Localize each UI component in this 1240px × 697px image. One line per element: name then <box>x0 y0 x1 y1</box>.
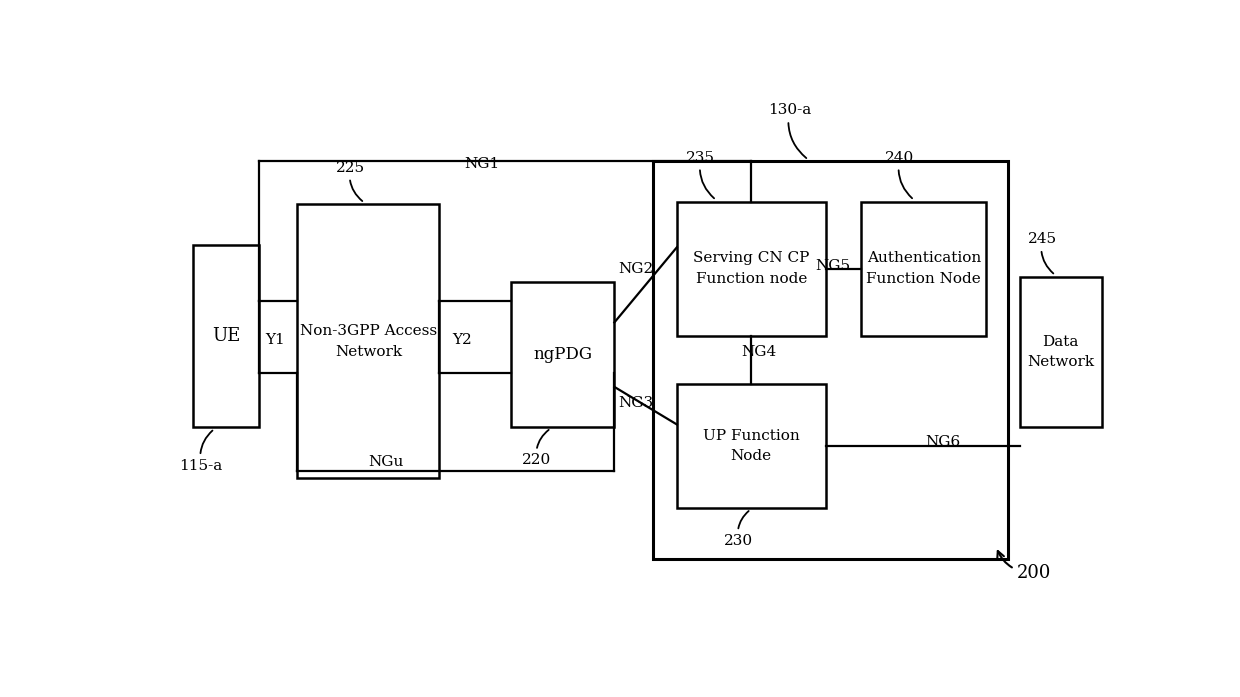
FancyBboxPatch shape <box>677 384 826 507</box>
Text: ngPDG: ngPDG <box>533 346 591 363</box>
FancyBboxPatch shape <box>511 282 614 427</box>
Text: 235: 235 <box>687 151 715 199</box>
FancyBboxPatch shape <box>1019 277 1101 427</box>
Text: UP Function
Node: UP Function Node <box>703 429 800 464</box>
Text: Y2: Y2 <box>453 332 472 346</box>
Text: Y1: Y1 <box>265 332 285 346</box>
Text: 130-a: 130-a <box>768 103 811 158</box>
Text: 225: 225 <box>336 161 365 201</box>
Text: 220: 220 <box>522 430 551 468</box>
Text: Authentication
Function Node: Authentication Function Node <box>867 252 981 286</box>
Text: NG5: NG5 <box>815 259 851 273</box>
Text: NG2: NG2 <box>618 262 653 276</box>
Text: 200: 200 <box>997 551 1052 582</box>
Text: 240: 240 <box>885 151 914 198</box>
Text: 115-a: 115-a <box>180 431 223 473</box>
Text: NGu: NGu <box>368 455 403 469</box>
FancyBboxPatch shape <box>652 162 1008 558</box>
Text: NG4: NG4 <box>740 345 776 359</box>
Text: Data
Network: Data Network <box>1027 335 1095 369</box>
Text: NG3: NG3 <box>618 396 653 410</box>
FancyBboxPatch shape <box>193 245 259 427</box>
Text: 230: 230 <box>724 511 753 548</box>
Text: Non-3GPP Access
Network: Non-3GPP Access Network <box>300 324 436 358</box>
Text: NG1: NG1 <box>464 157 500 171</box>
Text: UE: UE <box>212 327 241 345</box>
Text: NG6: NG6 <box>925 435 961 449</box>
FancyBboxPatch shape <box>677 201 826 336</box>
FancyBboxPatch shape <box>298 204 439 478</box>
Text: Serving CN CP
Function node: Serving CN CP Function node <box>693 252 810 286</box>
FancyBboxPatch shape <box>862 201 986 336</box>
Text: 245: 245 <box>1028 232 1056 273</box>
